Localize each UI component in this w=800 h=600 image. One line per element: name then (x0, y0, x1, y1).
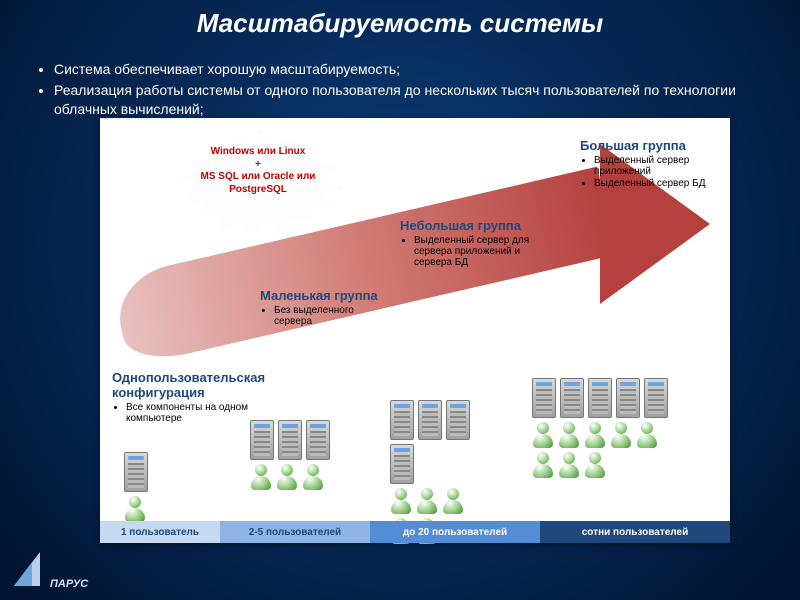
tier-item: Все компоненты на одном компьютере (126, 402, 252, 424)
tier-item: Выделенный сервер приложений (594, 155, 725, 177)
user-icon (636, 422, 658, 448)
tier-header: Однопользовательская конфигурация (112, 370, 252, 400)
server-icon (616, 378, 640, 418)
user-icon (610, 422, 632, 448)
tier-header: Небольшая группа (400, 218, 550, 233)
bullet-item: Система обеспечивает хорошую масштабируе… (54, 60, 786, 79)
server-icon (644, 378, 668, 418)
slide-title: Масштабируемость системы (0, 8, 800, 39)
tech-burst-text: Windows или Linux + MS SQL или Oracle ил… (178, 146, 338, 196)
tier-block: Однопользовательская конфигурацияВсе ком… (112, 370, 252, 425)
scale-segment: до 20 пользователей (370, 521, 540, 543)
server-icon (124, 452, 148, 492)
user-icon (558, 422, 580, 448)
tier-block: Маленькая группа Без выделенного сервера (260, 288, 390, 328)
tier-items: Выделенный сервер приложенийВыделенный с… (594, 155, 725, 189)
user-icon (416, 488, 438, 514)
burst-line3: MS SQL или Oracle или PostgreSQL (178, 171, 338, 196)
user-icon (250, 464, 272, 490)
scale-segment: 2-5 пользователей (220, 521, 370, 543)
scale-bar: 1 пользователь2-5 пользователейдо 20 пол… (100, 521, 730, 543)
server-icon (446, 400, 470, 440)
scale-segment: сотни пользователей (540, 521, 730, 543)
bullet-list: Система обеспечивает хорошую масштабируе… (14, 60, 786, 121)
user-icon (390, 488, 412, 514)
scale-segment: 1 пользователь (100, 521, 220, 543)
icon-cluster (122, 450, 178, 524)
sail-icon (10, 548, 46, 590)
bullet-item: Реализация работы системы от одного поль… (54, 81, 786, 119)
scalability-diagram: Windows или Linux + MS SQL или Oracle ил… (100, 118, 730, 543)
user-icon (532, 422, 554, 448)
tier-header: Маленькая группа (260, 288, 390, 303)
server-icon (390, 444, 414, 484)
icon-cluster (530, 376, 670, 480)
server-icon (278, 420, 302, 460)
user-icon (532, 452, 554, 478)
tier-item: Выделенный сервер для сервера приложений… (414, 235, 550, 268)
burst-plus: + (178, 159, 338, 172)
burst-line1: Windows или Linux (178, 146, 338, 159)
tier-items: Без выделенного сервера (274, 305, 390, 327)
user-icon (276, 464, 298, 490)
user-icon (442, 488, 464, 514)
tier-items: Все компоненты на одном компьютере (126, 402, 252, 424)
tier-item: Выделенный сервер БД (594, 178, 725, 189)
user-icon (558, 452, 580, 478)
slide: Масштабируемость системы Система обеспеч… (0, 0, 800, 600)
icon-cluster (248, 418, 332, 492)
user-icon (302, 464, 324, 490)
server-icon (588, 378, 612, 418)
tier-items: Выделенный сервер для сервера приложений… (414, 235, 550, 268)
user-icon (584, 422, 606, 448)
server-icon (250, 420, 274, 460)
parus-logo: ПАРУС (10, 548, 88, 590)
tier-item: Без выделенного сервера (274, 305, 390, 327)
tier-header: Большая группа (580, 138, 725, 153)
tier-block: Небольшая группа Выделенный сервер для се… (400, 218, 550, 269)
user-icon (124, 496, 146, 522)
server-icon (418, 400, 442, 440)
user-icon (584, 452, 606, 478)
server-icon (532, 378, 556, 418)
server-icon (390, 400, 414, 440)
logo-text: ПАРУС (50, 578, 88, 590)
server-icon (560, 378, 584, 418)
tier-block: Большая группа Выделенный сервер приложен… (580, 138, 725, 190)
server-icon (306, 420, 330, 460)
